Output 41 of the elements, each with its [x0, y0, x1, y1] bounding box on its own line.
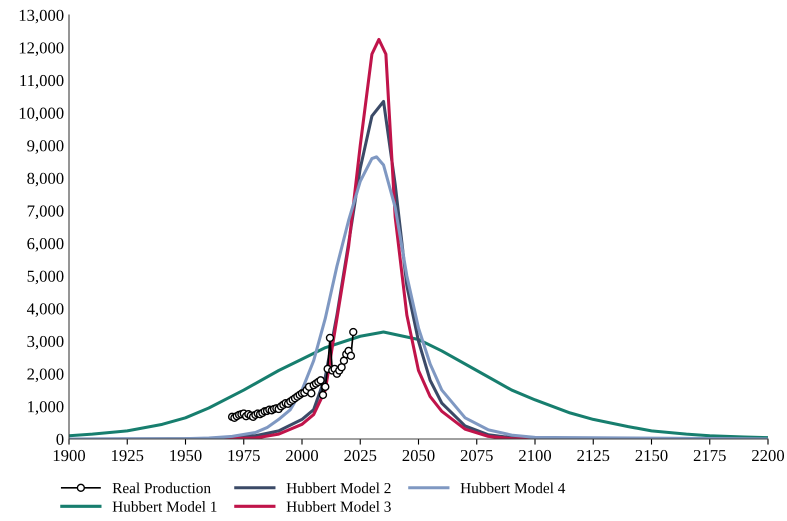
y-tick-label: 1,000	[28, 401, 64, 415]
point	[307, 389, 316, 398]
x-tick-label: 2025	[344, 450, 376, 462]
x-tick-label: 2150	[636, 450, 668, 462]
point	[349, 328, 358, 336]
y-tick-label: 12,000	[20, 42, 64, 56]
point	[337, 363, 346, 372]
legend-label: Hubbert Model 2	[286, 482, 391, 494]
y-tick-label: 13,000	[20, 10, 64, 24]
point	[316, 376, 325, 384]
y-tick-label: 3,000	[27, 336, 64, 350]
x-tick-label: 1975	[228, 450, 260, 462]
y-tick-label: 0	[56, 434, 64, 445]
y-tick-label: 6,000	[27, 238, 64, 252]
y-tick-label: 7,000	[28, 205, 64, 220]
y-tick-label: 4,000	[26, 303, 64, 317]
point	[326, 334, 334, 342]
x-tick-label: 2050	[402, 450, 435, 462]
legend-label: Real Production	[112, 482, 211, 494]
y-tick-label: 9,000	[27, 140, 64, 154]
x-tick-label: 2175	[694, 450, 726, 462]
x-tick-label: 1900	[54, 450, 86, 462]
y-tick-label: 5,000	[28, 270, 64, 284]
x-tick-label: 1950	[170, 450, 202, 462]
x-tick-label: 1925	[112, 450, 144, 462]
y-tick-label: 11,000	[20, 74, 64, 89]
point	[318, 390, 328, 400]
x-tick-label: 2200	[752, 450, 784, 462]
x-tick-label: 2000	[286, 450, 318, 462]
legend-label: Hubbert Model 3	[286, 501, 391, 512]
legend-label: Hubbert Model 4	[460, 482, 566, 494]
x-tick-label: 2100	[519, 450, 552, 462]
y-tick-label: 10,000	[20, 108, 64, 122]
legend-label: Hubbert Model 1	[112, 501, 217, 512]
x-tick-label: 2075	[460, 450, 493, 462]
point	[346, 352, 356, 360]
y-tick-label: 8,000	[27, 172, 64, 186]
point	[321, 382, 330, 391]
point	[340, 356, 348, 365]
x-tick-label: 2125	[577, 450, 610, 462]
y-tick-label: 2,000	[27, 368, 64, 382]
